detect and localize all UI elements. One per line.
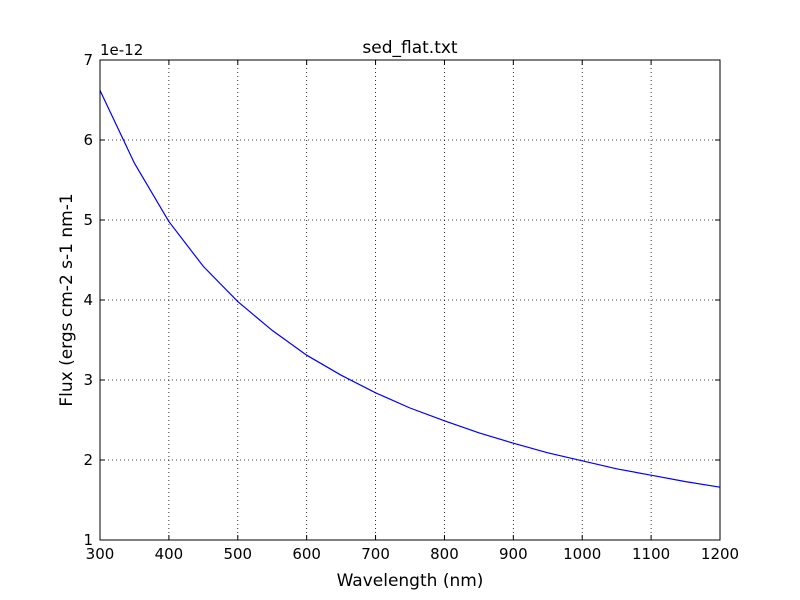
y-axis-offset-label: 1e-12 — [100, 41, 143, 59]
y-tick-label: 6 — [83, 131, 93, 149]
y-tick-label: 7 — [83, 51, 93, 69]
y-tick-label: 5 — [83, 211, 93, 229]
x-tick-label: 600 — [292, 545, 321, 563]
x-tick-label: 800 — [430, 545, 459, 563]
series-line — [99, 90, 721, 488]
y-tick-label: 3 — [83, 371, 93, 389]
x-tick-label: 700 — [361, 545, 390, 563]
x-tick-label: 400 — [155, 545, 184, 563]
y-tick-label: 4 — [83, 291, 93, 309]
y-tick-label: 1 — [83, 531, 93, 549]
y-axis-label: Flux (ergs cm-2 s-1 nm-1 — [57, 193, 77, 406]
x-tick-label: 1100 — [632, 545, 670, 563]
y-tick-label: 2 — [83, 451, 93, 469]
x-axis-label: Wavelength (nm) — [337, 571, 484, 591]
x-tick-label: 900 — [499, 545, 528, 563]
series-layer — [99, 90, 721, 488]
x-tick-label: 1200 — [701, 545, 739, 563]
x-tick-label: 1000 — [563, 545, 601, 563]
x-tick-label: 500 — [223, 545, 252, 563]
x-tick-label: 300 — [86, 545, 115, 563]
chart-title: sed_flat.txt — [362, 38, 458, 58]
ticks: 300 400 500 600 700 800 900 1000 1100 1200 1 2 3 4 5 6 7 — [83, 51, 739, 563]
